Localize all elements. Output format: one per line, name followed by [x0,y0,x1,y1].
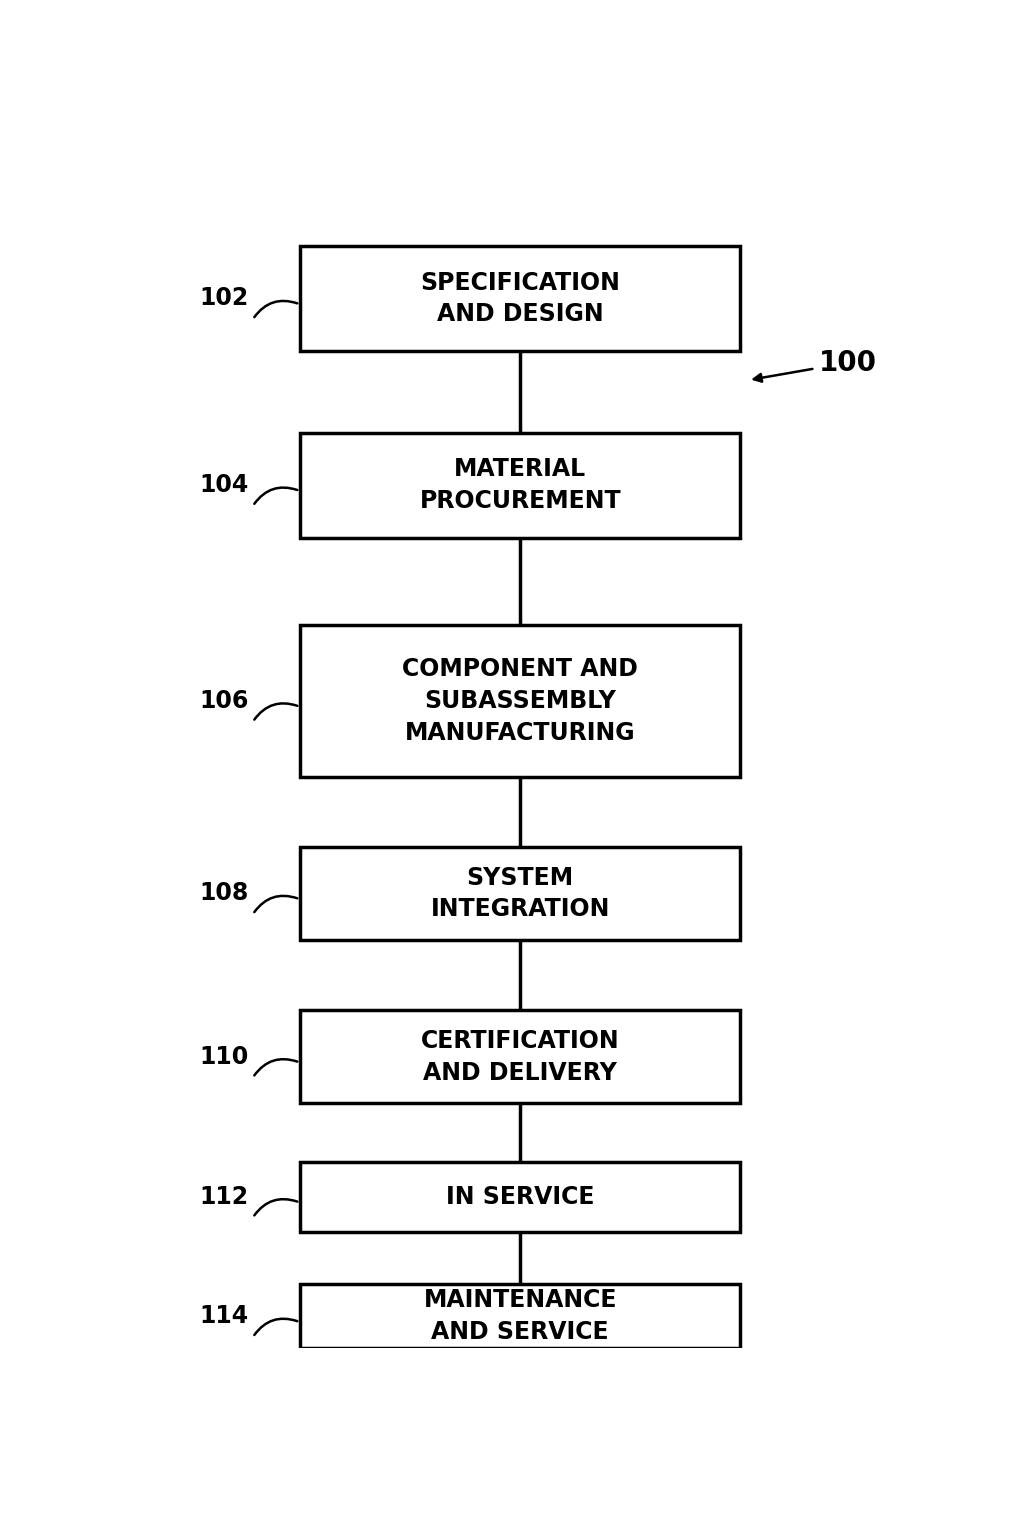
Bar [300,847,741,939]
Text: 112: 112 [200,1185,249,1209]
Text: SPECIFICATION
AND DESIGN: SPECIFICATION AND DESIGN [420,271,620,326]
Bar [300,1285,741,1348]
Text: MAINTENANCE
AND SERVICE: MAINTENANCE AND SERVICE [423,1288,617,1344]
Text: 106: 106 [199,689,249,714]
Bar [300,433,741,538]
Text: COMPONENT AND
SUBASSEMBLY
MANUFACTURING: COMPONENT AND SUBASSEMBLY MANUFACTURING [402,658,638,744]
Bar [300,1162,741,1232]
Text: SYSTEM
INTEGRATION: SYSTEM INTEGRATION [430,865,610,921]
Text: MATERIAL
PROCUREMENT: MATERIAL PROCUREMENT [419,458,621,514]
Bar [300,245,741,351]
Text: 102: 102 [200,286,249,311]
Text: 108: 108 [199,882,249,906]
Bar [300,626,741,777]
Text: 100: 100 [819,348,877,377]
Text: CERTIFICATION
AND DELIVERY: CERTIFICATION AND DELIVERY [421,1029,619,1085]
Bar [300,1011,741,1103]
Text: IN SERVICE: IN SERVICE [446,1185,595,1209]
Text: 114: 114 [200,1304,249,1329]
Text: 110: 110 [200,1045,249,1068]
Text: 104: 104 [200,473,249,497]
